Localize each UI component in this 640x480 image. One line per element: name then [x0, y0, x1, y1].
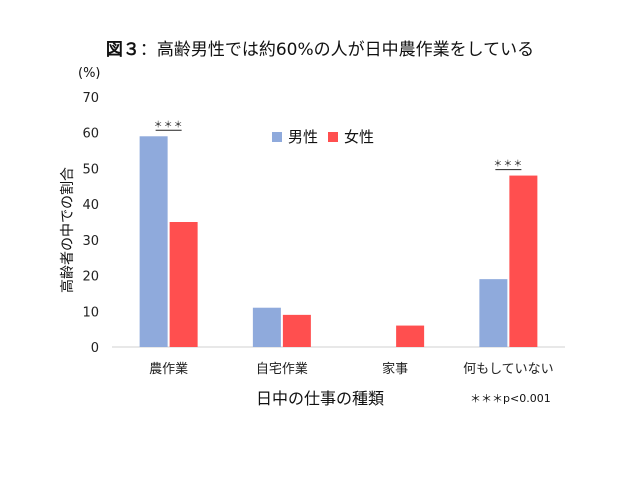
x-axis-label: 日中の仕事の種類: [255, 389, 384, 408]
legend-item-female: 女性: [328, 128, 374, 146]
y-tick-label: 70: [82, 91, 99, 106]
chart-title: 図３：高齢男性では約60%の人が日中農作業をしている: [0, 40, 640, 60]
y-tick-label: 60: [82, 127, 99, 142]
x-tick-label: 何もしていない: [463, 361, 554, 377]
bar-female: [282, 314, 311, 347]
y-tick-label: 10: [82, 305, 99, 320]
significance-stars: ＊＊＊: [493, 160, 523, 170]
x-tick-label: 家事: [382, 361, 408, 377]
legend-swatch-male: [272, 132, 282, 142]
legend-item-male: 男性: [272, 128, 318, 146]
y-tick-label: 30: [82, 234, 99, 249]
bar-male: [479, 279, 508, 347]
legend: 男性 女性: [272, 128, 384, 146]
y-tick-label: 0: [91, 341, 99, 356]
y-tick-label: 40: [82, 198, 99, 213]
title-text: ：高齢男性では約60%の人が日中農作業をしている: [139, 40, 535, 60]
legend-label-male: 男性: [288, 128, 319, 146]
significance-stars: ＊＊＊: [154, 120, 184, 130]
x-tick-label: 農作業: [149, 361, 188, 377]
y-tick-label: 20: [82, 270, 99, 285]
bar-female: [169, 222, 198, 347]
legend-swatch-female: [328, 132, 339, 142]
bar-male: [139, 136, 168, 347]
bar-male: [252, 307, 281, 347]
bar-female: [396, 325, 425, 347]
bar-female: [509, 175, 538, 347]
significance-note: ＊＊＊p<0.001: [470, 392, 551, 405]
y-tick-label: 50: [82, 162, 99, 177]
legend-label-female: 女性: [344, 128, 375, 146]
y-axis-unit: (%): [78, 66, 101, 81]
x-tick-label: 自宅作業: [256, 361, 308, 377]
figure-number: 図３: [105, 40, 140, 60]
